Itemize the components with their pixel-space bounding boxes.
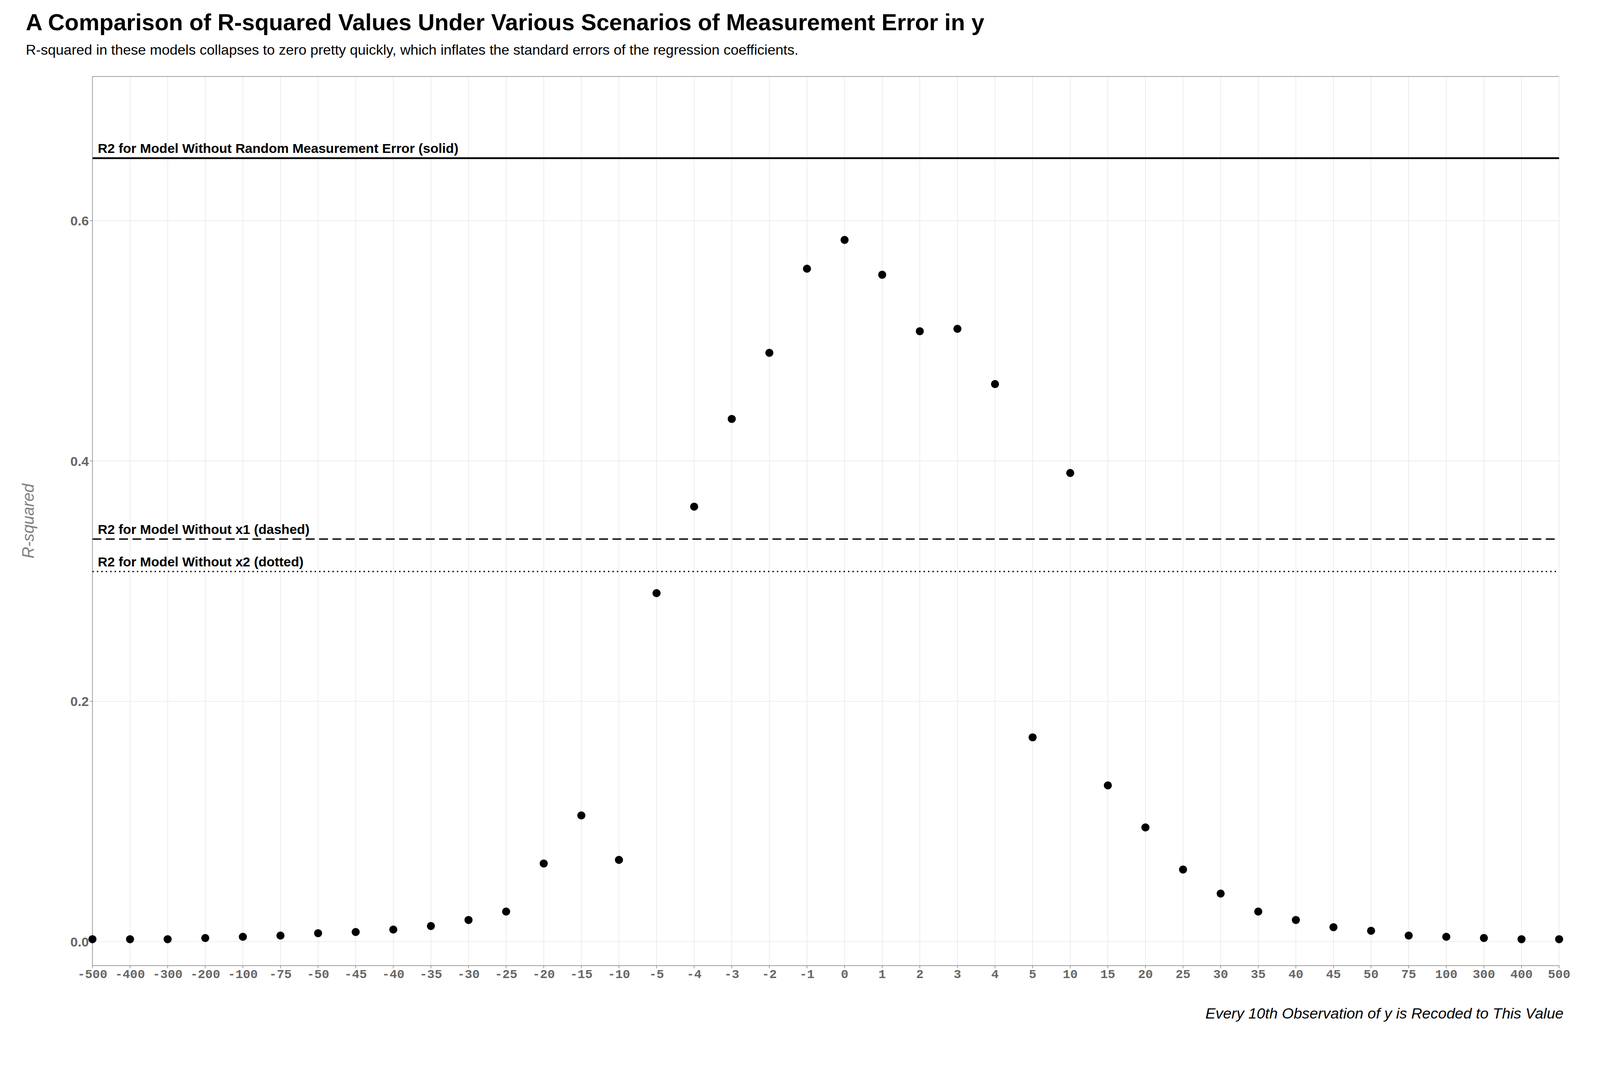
svg-text:1: 1 xyxy=(878,967,887,982)
svg-text:25: 25 xyxy=(1175,967,1191,982)
svg-text:30: 30 xyxy=(1213,967,1229,982)
svg-text:0.6: 0.6 xyxy=(70,213,89,228)
svg-text:0.0: 0.0 xyxy=(70,934,89,949)
svg-text:300: 300 xyxy=(1472,967,1496,982)
svg-text:0.4: 0.4 xyxy=(70,453,89,469)
svg-text:-50: -50 xyxy=(306,967,329,982)
svg-text:35: 35 xyxy=(1250,967,1266,982)
svg-text:5: 5 xyxy=(1028,967,1037,982)
svg-text:-400: -400 xyxy=(115,967,145,982)
svg-text:-2: -2 xyxy=(761,967,777,982)
svg-text:-1: -1 xyxy=(799,967,815,982)
html-text:Every 10th Observation of y is: Every 10th Observation of y is Recoded t… xyxy=(1205,1004,1564,1022)
svg-text:400: 400 xyxy=(1510,967,1533,982)
svg-text:-20: -20 xyxy=(532,967,555,982)
svg-text:-500: -500 xyxy=(77,967,108,982)
svg-text:-3: -3 xyxy=(724,967,740,982)
svg-text:-10: -10 xyxy=(607,967,630,982)
svg-text:-40: -40 xyxy=(382,967,405,982)
svg-text:4: 4 xyxy=(991,967,999,982)
svg-text:15: 15 xyxy=(1100,967,1116,982)
svg-text:-200: -200 xyxy=(190,967,220,982)
svg-text:-75: -75 xyxy=(269,967,292,982)
svg-text:-15: -15 xyxy=(570,967,593,982)
svg-text:100: 100 xyxy=(1435,967,1458,982)
svg-text:45: 45 xyxy=(1326,967,1342,982)
svg-text:R2 for Model Without Random Me: R2 for Model Without Random Measurement … xyxy=(97,140,459,156)
svg-text:R2 for Model Without x1 (dashe: R2 for Model Without x1 (dashed) xyxy=(97,521,310,537)
svg-text:-35: -35 xyxy=(419,967,442,982)
svg-text:-4: -4 xyxy=(686,967,702,982)
svg-text:-300: -300 xyxy=(152,967,183,982)
html-text:A Comparison of R-squared Valu: A Comparison of R-squared Values Under V… xyxy=(25,9,985,36)
svg-text:0.2: 0.2 xyxy=(70,693,89,709)
svg-text:-5: -5 xyxy=(648,967,664,982)
svg-text:2: 2 xyxy=(916,967,924,982)
svg-text:75: 75 xyxy=(1401,967,1417,982)
svg-text:0: 0 xyxy=(840,967,849,982)
svg-text:40: 40 xyxy=(1288,967,1304,982)
svg-text:50: 50 xyxy=(1363,967,1379,982)
svg-text:10: 10 xyxy=(1062,967,1078,982)
svg-text:R2 for Model Without x2 (dotte: R2 for Model Without x2 (dotted) xyxy=(97,554,304,569)
svg-text:20: 20 xyxy=(1137,967,1153,982)
svg-text:-25: -25 xyxy=(495,967,518,982)
svg-text:-30: -30 xyxy=(457,967,480,982)
svg-text:-100: -100 xyxy=(228,967,258,982)
html-text:R-squared in these models coll: R-squared in these models collapses to z… xyxy=(25,41,799,58)
svg-text:R-squared: R-squared xyxy=(19,483,38,559)
svg-text:500: 500 xyxy=(1548,967,1571,982)
svg-text:-45: -45 xyxy=(344,967,367,982)
svg-text:3: 3 xyxy=(953,967,962,982)
